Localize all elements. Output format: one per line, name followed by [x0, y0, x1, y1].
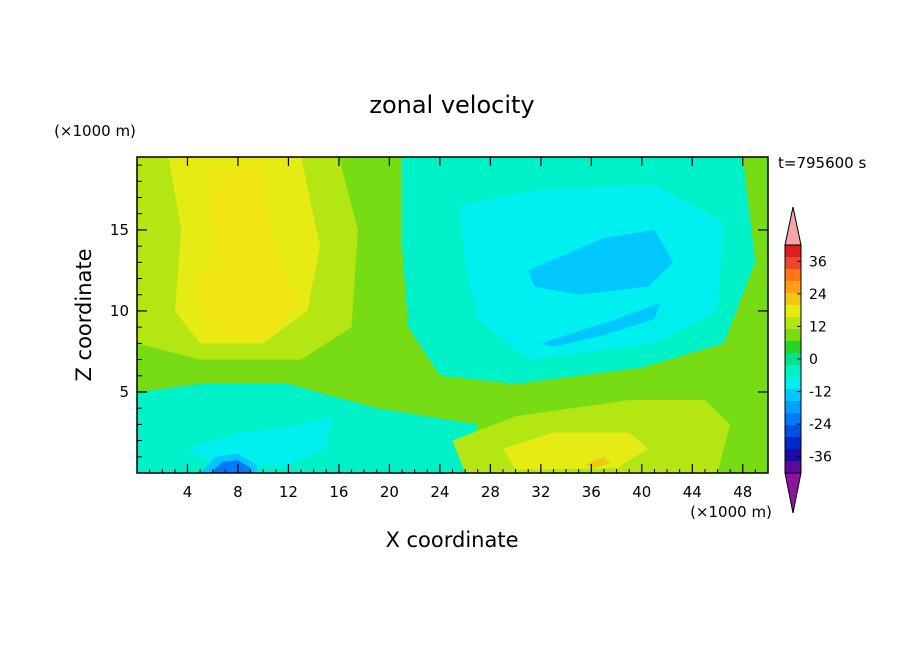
colorbar-tick-label: -36	[809, 450, 832, 466]
colorbar-segment	[785, 377, 801, 390]
colorbar: 36 24 12 0 -12 -24 -36	[784, 206, 832, 514]
colorbar-segment	[785, 317, 801, 330]
x-tick-label: 36	[582, 483, 601, 501]
colorbar-segment	[785, 245, 801, 258]
colorbar-segment	[785, 257, 801, 270]
contour-region-12	[503, 432, 649, 470]
contour-region-2	[193, 160, 299, 341]
colorbar-segment	[785, 413, 801, 426]
x-tick-label: 28	[481, 483, 500, 501]
contour-region-10	[210, 460, 251, 473]
colorbar-segment	[785, 281, 801, 294]
contour-fields	[137, 157, 756, 473]
x-tick-label: 16	[329, 483, 348, 501]
colorbar-under-triangle	[784, 472, 802, 514]
colorbar-tick-label: 12	[809, 319, 827, 335]
colorbar-tick-label: -12	[809, 385, 832, 401]
y-axis-unit: (×1000 m)	[54, 122, 136, 140]
colorbar-segment	[785, 305, 801, 318]
colorbar-tick-label: 0	[809, 352, 818, 368]
colorbar-over-triangle	[784, 206, 802, 246]
colorbar-segment	[785, 341, 801, 354]
y-tick-label: 15	[110, 221, 129, 239]
colorbar-segment	[785, 389, 801, 402]
x-axis-label: X coordinate	[385, 528, 518, 552]
colorbar-segment	[785, 293, 801, 306]
contour-region-6	[540, 302, 661, 347]
x-tick-label: 44	[683, 483, 702, 501]
chart-title: zonal velocity	[369, 91, 534, 119]
x-tick-label: 32	[531, 483, 550, 501]
time-label: t=795600 s	[778, 154, 866, 172]
x-axis-ticks: 4 8 12 16 20 24 28 32 36 40 44 48	[149, 157, 756, 501]
colorbar-segment	[785, 401, 801, 414]
colorbar-segment	[785, 365, 801, 378]
y-axis-label: Z coordinate	[72, 248, 96, 381]
x-tick-label: 8	[233, 483, 243, 501]
x-tick-label: 4	[183, 483, 193, 501]
colorbar-tick-label: -24	[809, 417, 832, 433]
y-tick-label: 5	[119, 383, 129, 401]
contour-region-5	[528, 229, 674, 295]
colorbar-segment	[785, 269, 801, 282]
colorbar-segment	[785, 329, 801, 342]
colorbar-tick-label: 36	[809, 254, 827, 270]
colorbar-segment	[785, 437, 801, 450]
x-tick-label: 12	[279, 483, 298, 501]
x-tick-label: 40	[632, 483, 651, 501]
colorbar-tick-label: 24	[809, 287, 827, 303]
colorbar-segment	[785, 353, 801, 366]
contour-region-8	[187, 416, 333, 465]
x-axis-unit: (×1000 m)	[690, 503, 772, 521]
colorbar-segment	[785, 449, 801, 462]
y-tick-label: 10	[110, 302, 129, 320]
x-tick-label: 48	[733, 483, 752, 501]
x-tick-label: 20	[380, 483, 399, 501]
x-tick-label: 24	[430, 483, 449, 501]
y-axis-ticks: 5 10 15	[110, 164, 768, 458]
colorbar-segment	[785, 425, 801, 438]
colorbar-segment	[785, 461, 801, 474]
